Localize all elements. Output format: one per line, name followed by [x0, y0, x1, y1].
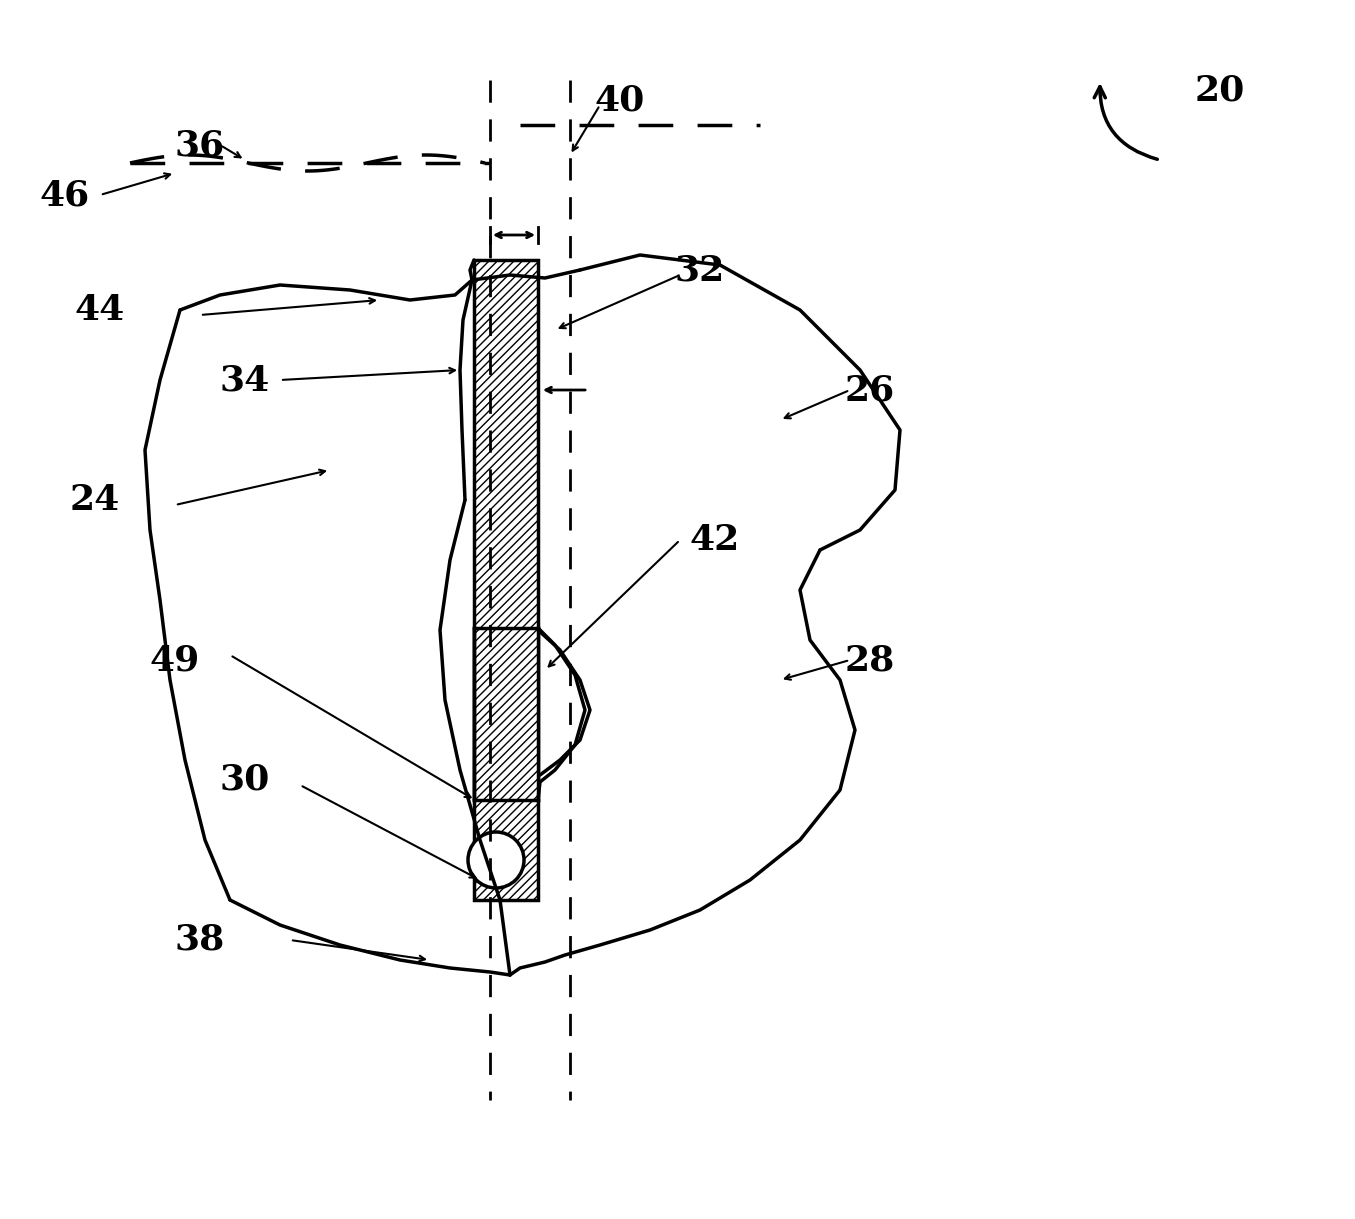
Text: 36: 36	[175, 128, 225, 162]
Bar	[474, 628, 538, 800]
Text: 30: 30	[220, 763, 270, 797]
Text: 42: 42	[690, 523, 740, 557]
Text: 44: 44	[75, 293, 125, 327]
Text: 38: 38	[175, 923, 225, 957]
Text: 28: 28	[846, 642, 896, 677]
Text: 34: 34	[220, 363, 270, 397]
FancyArrowPatch shape	[1095, 87, 1157, 160]
Circle shape	[467, 833, 524, 887]
Text: 26: 26	[846, 373, 896, 407]
Text: 20: 20	[1195, 73, 1245, 107]
Text: 46: 46	[39, 178, 91, 212]
Text: 24: 24	[70, 483, 121, 517]
Text: 49: 49	[150, 642, 201, 677]
Text: 32: 32	[675, 254, 725, 286]
Text: 40: 40	[595, 83, 645, 117]
Bar	[474, 260, 538, 900]
